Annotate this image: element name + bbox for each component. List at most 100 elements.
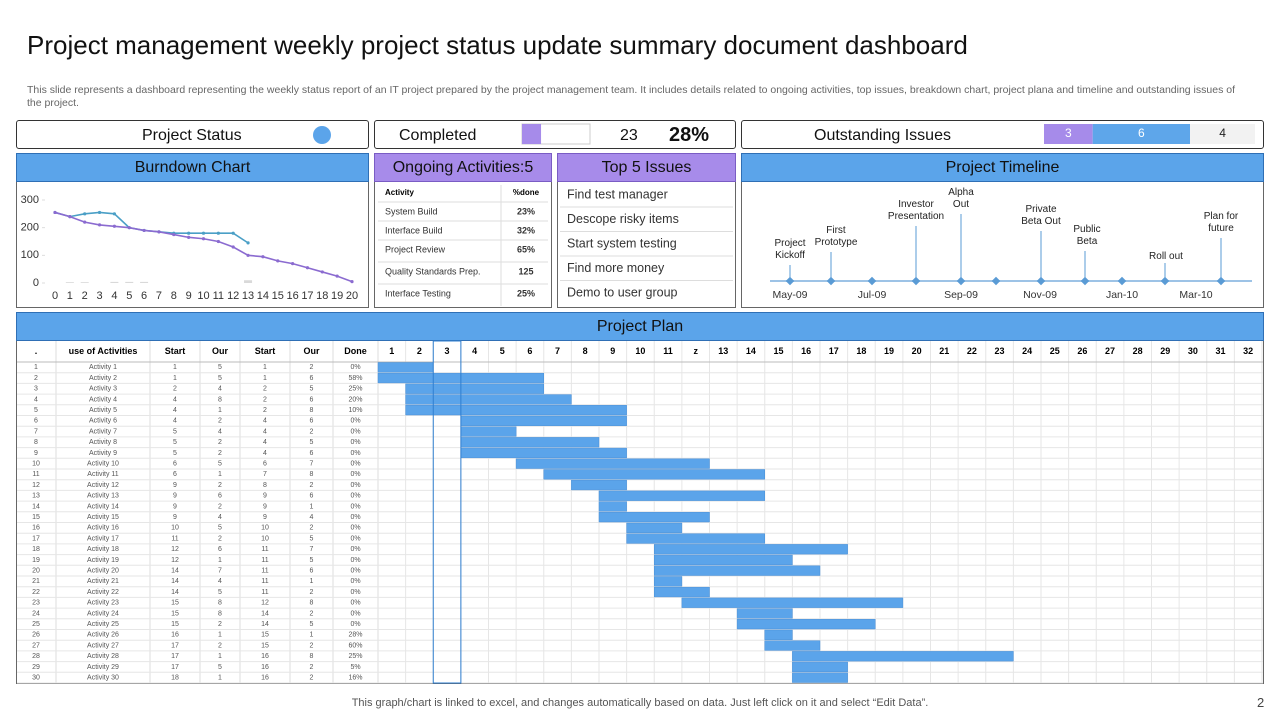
plan-cell: 0% [350, 493, 360, 500]
x-tick-label: 12 [227, 290, 239, 302]
point [112, 212, 116, 216]
activities-cell: Interface Build [385, 225, 443, 235]
gantt-bar [405, 405, 627, 416]
plan-cell: 17 [171, 664, 179, 671]
plan-cell: Activity 6 [89, 418, 117, 425]
week-header: 13 [718, 346, 728, 356]
point [231, 245, 235, 249]
plan-cell: 2 [310, 642, 314, 649]
plan-cell: 5 [310, 557, 314, 564]
plan-cell: 4 [310, 514, 314, 521]
plan-cell: 0% [350, 546, 360, 553]
plan-cell: 1 [34, 364, 38, 371]
plan-cell: 0% [350, 482, 360, 489]
plan-cell: 5% [350, 664, 360, 671]
plan-cell: 2 [34, 375, 38, 382]
plan-cell: 1 [218, 653, 222, 660]
plan-cell: 9 [173, 482, 177, 489]
x-tick-label: 10 [197, 290, 209, 302]
point [53, 210, 57, 215]
plan-cell: 5 [310, 621, 314, 628]
plan-cell: 25% [348, 653, 362, 660]
plan-cell: 5 [218, 364, 222, 371]
milestone-label: Roll out [1149, 251, 1183, 262]
y-tick-label: 300 [21, 194, 39, 206]
plan-cell: Activity 21 [87, 578, 119, 585]
timeline-axis-label: Nov-09 [1023, 289, 1057, 301]
gantt-bar [571, 479, 627, 491]
week-header: 17 [829, 346, 839, 356]
week-header: 16 [801, 346, 811, 356]
plan-cell: Activity 25 [87, 621, 119, 628]
y-tick-label: 0 [33, 277, 39, 289]
plan-cell: Activity 12 [87, 482, 119, 489]
point [305, 266, 310, 270]
plan-cell: 7 [310, 460, 314, 467]
issue-item: Descope risky items [567, 212, 679, 226]
plan-cell: Activity 27 [87, 642, 119, 649]
point [350, 280, 354, 284]
x-tick-label: 15 [272, 290, 284, 302]
activities-cell: 125 [518, 266, 533, 276]
plan-cell: 5 [218, 525, 222, 532]
plan-cell: 19 [32, 557, 40, 564]
gantt-bar [515, 458, 710, 469]
description: This slide represents a dashboard repres… [27, 84, 1235, 109]
plan-header: Project Plan [16, 312, 1264, 341]
footer: This graph/chart is linked to excel, and… [351, 697, 929, 709]
plan-cell: 2 [263, 396, 267, 403]
point [157, 230, 161, 234]
plan-cell: 11 [261, 546, 268, 553]
issues-header: Top 5 Issues [557, 153, 736, 182]
week-header: 29 [1160, 346, 1170, 356]
plan-cell: 17 [171, 642, 179, 649]
plan-cell: 0% [350, 428, 360, 435]
plan-cell: 2 [310, 428, 314, 435]
plan-cell: 0% [350, 439, 360, 446]
plan-cell: Activity 11 [87, 471, 118, 478]
plan-cell: Activity 4 [89, 396, 117, 403]
plan-cell: 0% [350, 567, 360, 574]
plan-cell: Activity 16 [87, 525, 119, 532]
gantt-bar [543, 469, 765, 480]
plan-cell: 1 [218, 471, 222, 478]
activities-cell: 65% [517, 244, 535, 254]
progress-fill [522, 124, 542, 144]
plan-cell: 2 [218, 642, 222, 649]
plan-cell: 5 [34, 407, 38, 414]
completed-count: 23 [620, 127, 638, 144]
plan-cell: 16 [261, 674, 269, 681]
plan-cell: 1 [263, 364, 267, 371]
plan-cell: Activity 22 [87, 589, 119, 596]
plan-cell: 0% [350, 557, 360, 564]
plan-cell: 60% [348, 642, 362, 649]
gantt-bar [764, 640, 821, 651]
milestone-label: Investor Presentation [887, 199, 945, 222]
plan-cell: 14 [171, 567, 179, 574]
activities-cell: 25% [517, 288, 535, 298]
plan-cell: 8 [218, 396, 222, 403]
plan-cell: 12 [32, 482, 40, 489]
plan-cell: 2 [310, 589, 314, 596]
plan-cell: 15 [261, 632, 269, 639]
plan-cell: 23 [32, 600, 40, 607]
point [246, 253, 250, 257]
plan-cell: 12 [171, 546, 179, 553]
week-header: 6 [527, 346, 532, 356]
plan-cell: 4 [218, 578, 222, 585]
timeline-axis-label: May-09 [772, 289, 807, 301]
plan-cell: 6 [173, 471, 177, 478]
milestone-point [1036, 276, 1046, 286]
point [187, 235, 191, 239]
plan-cell: Activity 24 [87, 610, 119, 617]
milestone-point [785, 276, 795, 286]
point [201, 231, 206, 235]
plan-cell: 3 [34, 386, 38, 393]
plan-cell: 2 [218, 418, 222, 425]
plan-cell: 29 [32, 664, 40, 671]
line [54, 211, 353, 283]
status-indicator [313, 126, 331, 144]
plan-cell: Activity 18 [87, 546, 119, 553]
